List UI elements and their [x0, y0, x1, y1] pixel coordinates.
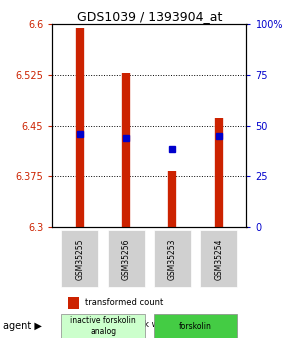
Text: agent ▶: agent ▶	[3, 321, 42, 331]
FancyBboxPatch shape	[200, 230, 237, 287]
Text: GSM35253: GSM35253	[168, 238, 177, 279]
FancyBboxPatch shape	[154, 314, 237, 338]
Text: GSM35254: GSM35254	[214, 238, 223, 279]
FancyBboxPatch shape	[61, 314, 145, 338]
Bar	[68, 297, 79, 309]
Title: GDS1039 / 1393904_at: GDS1039 / 1393904_at	[77, 10, 222, 23]
Text: GSM35256: GSM35256	[122, 238, 131, 279]
FancyBboxPatch shape	[61, 230, 99, 287]
FancyBboxPatch shape	[154, 230, 191, 287]
Text: transformed count: transformed count	[85, 298, 164, 307]
Text: forskolin: forskolin	[179, 322, 212, 331]
Text: GSM35255: GSM35255	[75, 238, 84, 279]
Text: percentile rank within the sample: percentile rank within the sample	[85, 320, 227, 329]
Bar	[68, 319, 79, 331]
Text: inactive forskolin
analog: inactive forskolin analog	[70, 316, 136, 336]
FancyBboxPatch shape	[108, 230, 145, 287]
